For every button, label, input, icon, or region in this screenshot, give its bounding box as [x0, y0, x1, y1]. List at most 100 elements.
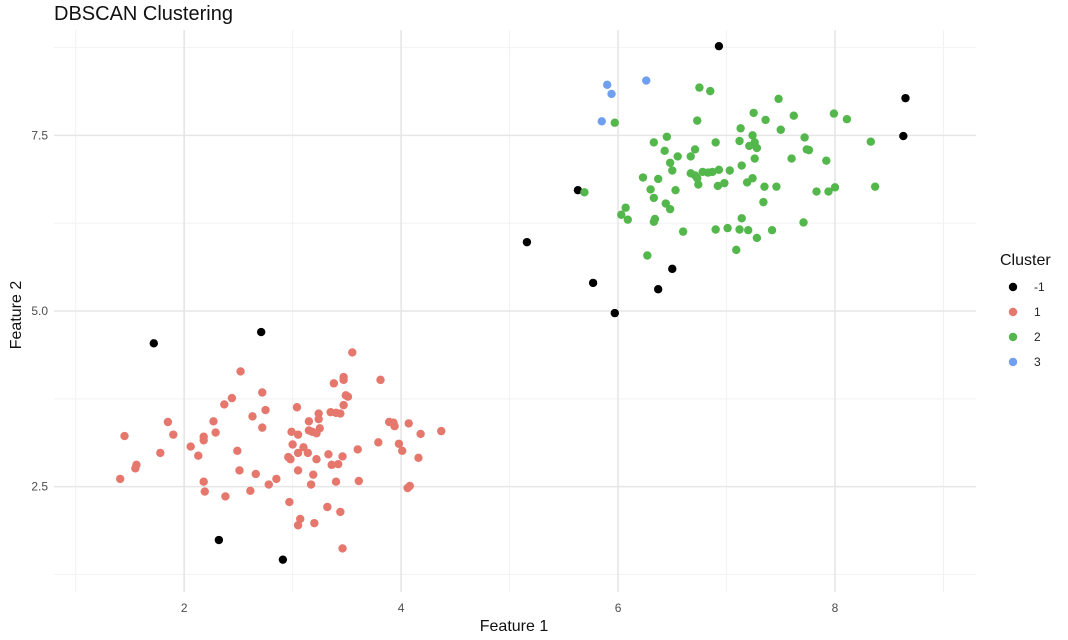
data-point: [339, 375, 348, 385]
data-point: [199, 436, 208, 445]
data-point: [642, 76, 651, 85]
legend-key: [1008, 357, 1018, 367]
x-axis-title: Feature 1: [480, 618, 549, 635]
data-point: [309, 470, 318, 479]
data-point: [748, 131, 757, 140]
x-tick-label: 6: [615, 601, 622, 615]
data-point: [588, 278, 598, 288]
data-point: [671, 185, 680, 195]
data-point: [131, 464, 140, 473]
data-point: [621, 203, 630, 212]
data-point: [812, 187, 821, 196]
data-point: [610, 308, 619, 318]
data-point: [735, 136, 744, 146]
data-point: [610, 118, 619, 127]
data-point: [776, 125, 785, 134]
data-point: [725, 166, 734, 175]
data-point: [749, 108, 758, 118]
data-point: [403, 483, 412, 493]
data-point: [901, 93, 910, 103]
data-point: [235, 466, 244, 475]
data-point: [822, 156, 831, 165]
data-point: [327, 460, 336, 470]
data-point: [737, 161, 746, 170]
data-point: [693, 116, 702, 125]
legend-label: -1: [1034, 280, 1045, 294]
chart-title: DBSCAN Clustering: [54, 3, 233, 25]
legend-key: [1008, 332, 1018, 342]
data-point: [214, 535, 224, 545]
data-point: [329, 379, 339, 388]
y-tick-label: 7.5: [31, 128, 48, 142]
data-point: [220, 400, 229, 409]
data-point: [336, 507, 345, 517]
data-point: [638, 173, 648, 182]
y-tick-labels: 2.5 5.0 7.5: [31, 128, 48, 493]
data-points: [115, 41, 910, 564]
data-point: [665, 204, 675, 214]
data-point: [799, 218, 808, 227]
data-point: [288, 440, 297, 449]
data-point: [665, 158, 675, 167]
data-point: [735, 225, 744, 234]
data-point: [246, 486, 255, 496]
data-point: [312, 429, 321, 438]
data-point: [186, 442, 195, 451]
data-point: [653, 174, 663, 184]
data-point: [293, 466, 303, 475]
data-point: [732, 245, 741, 255]
data-point: [303, 448, 313, 458]
data-point: [678, 227, 688, 236]
data-point: [414, 453, 423, 463]
data-point: [292, 403, 302, 412]
data-point: [156, 448, 165, 458]
data-point: [653, 285, 663, 294]
data-point: [690, 145, 700, 154]
data-point: [623, 215, 633, 224]
data-point: [404, 419, 413, 428]
data-point: [760, 182, 769, 191]
data-point: [296, 514, 305, 524]
data-point: [720, 178, 729, 188]
x-tick-label: 8: [832, 601, 839, 615]
data-point: [169, 430, 178, 439]
data-point: [789, 111, 798, 120]
data-point: [742, 178, 752, 187]
data-point: [338, 544, 347, 553]
data-point: [649, 138, 659, 147]
data-point: [331, 477, 341, 486]
data-point: [397, 446, 407, 455]
data-point: [416, 429, 425, 439]
data-point: [714, 165, 724, 174]
data-point: [772, 182, 781, 191]
data-point: [293, 448, 303, 458]
data-point: [787, 154, 796, 163]
data-point: [209, 417, 218, 426]
data-point: [348, 348, 357, 357]
data-point: [258, 423, 267, 432]
data-point: [649, 193, 659, 203]
data-point: [607, 89, 616, 99]
legend-items: -1 1 2 3: [1008, 280, 1045, 369]
data-point: [199, 477, 208, 486]
data-point: [660, 146, 669, 156]
data-point: [194, 451, 203, 460]
data-point: [706, 86, 715, 96]
data-point: [573, 185, 583, 195]
data-point: [804, 145, 814, 155]
data-point: [711, 225, 720, 234]
data-point: [394, 439, 404, 448]
data-point: [695, 83, 704, 92]
data-point: [272, 474, 281, 484]
data-point: [580, 188, 589, 197]
data-point: [752, 143, 762, 153]
legend-label: 2: [1034, 330, 1041, 344]
data-point: [870, 182, 880, 191]
data-point: [251, 469, 260, 479]
data-point: [287, 427, 296, 437]
data-point: [293, 430, 303, 439]
data-point: [824, 187, 833, 196]
data-point: [278, 555, 288, 564]
data-point: [304, 417, 314, 426]
